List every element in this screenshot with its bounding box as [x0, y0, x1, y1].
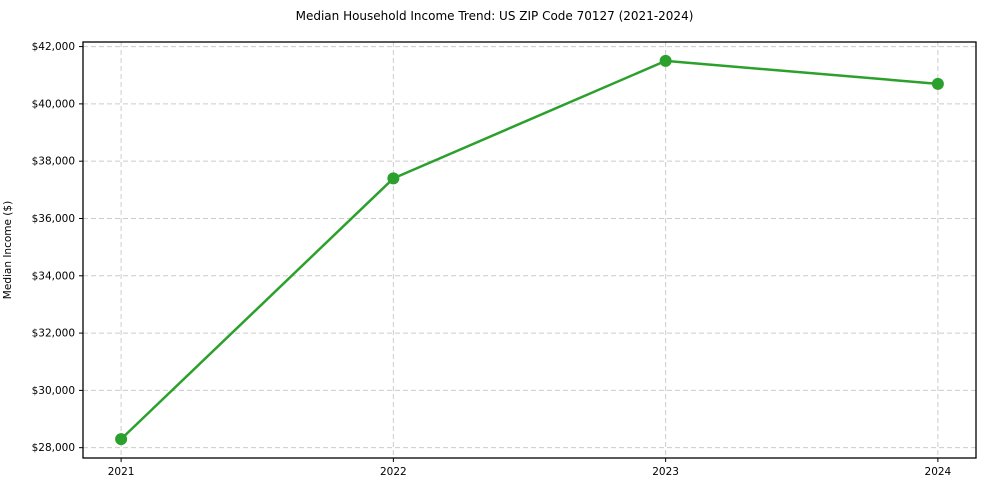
axes-spines: [82, 41, 977, 459]
y-tick-label: $32,000: [32, 328, 75, 340]
data-point-marker: [659, 54, 672, 67]
x-tick-label: 2022: [380, 466, 407, 478]
data-point-marker: [115, 433, 128, 446]
y-tick-label: $28,000: [32, 442, 75, 454]
x-tick-label: 2024: [925, 466, 952, 478]
x-tick-label: 2021: [108, 466, 135, 478]
y-tick-label: $42,000: [32, 41, 75, 53]
chart-title: Median Household Income Trend: US ZIP Co…: [295, 9, 694, 23]
trend-line: [119, 59, 940, 441]
y-tick-label: $36,000: [32, 213, 75, 225]
data-point-marker: [931, 77, 944, 90]
y-tick-label: $30,000: [32, 385, 75, 397]
y-tick-label: $34,000: [32, 270, 75, 282]
data-point-marker: [387, 172, 400, 185]
y-tick-label: $40,000: [32, 98, 75, 110]
y-tick-label: $38,000: [32, 156, 75, 168]
x-tick-label: 2023: [652, 466, 679, 478]
